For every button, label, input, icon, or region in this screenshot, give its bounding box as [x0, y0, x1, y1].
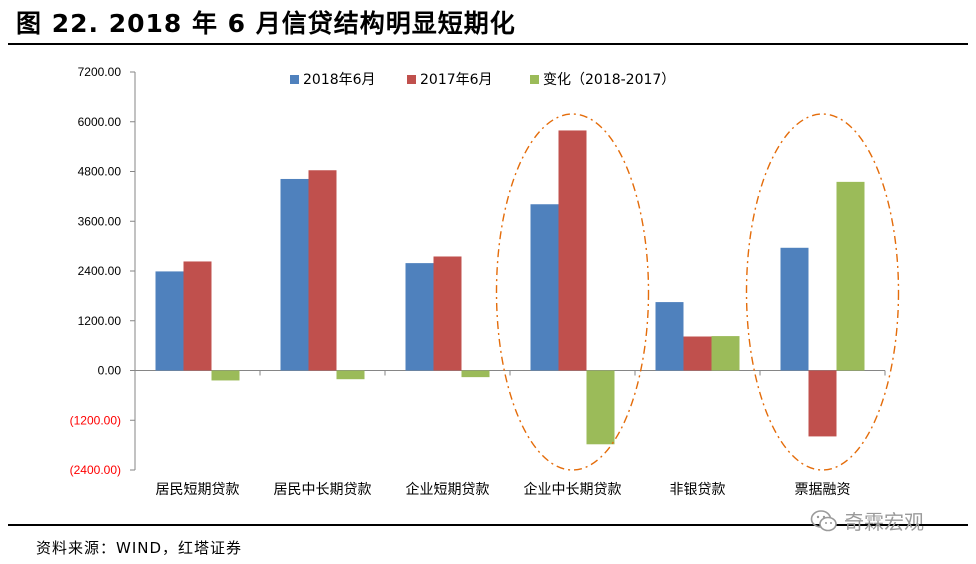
- watermark: 奇霖宏观: [810, 506, 924, 535]
- category-label: 企业短期贷款: [406, 481, 490, 498]
- highlight-layer: [495, 113, 900, 471]
- category-label: 居民短期贷款: [156, 482, 240, 498]
- category-label: 票据融资: [795, 482, 851, 498]
- bar-2017: [808, 370, 837, 437]
- y-tick-label: 3600.00: [78, 214, 122, 228]
- legend: 2018年6月 2017年6月 变化（2018-2017）: [290, 72, 675, 88]
- highlight-ellipse: [745, 113, 900, 471]
- axis-layer: (2400.00) (1200.00) 0.00 1200.00 2400.00 3600…: [70, 65, 886, 498]
- wechat-icon: [810, 509, 837, 531]
- bar-2018: [655, 302, 684, 371]
- category-label: 企业中长期贷款: [524, 481, 622, 498]
- y-tick-label: 1200.00: [78, 314, 122, 328]
- bars-layer: [155, 130, 865, 445]
- legend-swatch: [530, 75, 539, 84]
- bar-2017: [683, 336, 712, 371]
- legend-swatch: [407, 75, 416, 84]
- category-label: 居民中长期贷款: [274, 482, 372, 498]
- watermark-text: 奇霖宏观: [844, 510, 924, 534]
- bar-2017: [308, 170, 337, 371]
- bar-change: [836, 181, 865, 371]
- bar-2018: [280, 178, 309, 371]
- bar-change: [586, 370, 615, 445]
- bar-2018: [155, 271, 184, 371]
- bar-2018: [405, 263, 434, 371]
- bar-chart: (2400.00) (1200.00) 0.00 1200.00 2400.00 3600…: [70, 65, 900, 498]
- highlight-ellipse: [495, 113, 650, 471]
- y-tick-label: (2400.00): [70, 463, 121, 477]
- legend-label: 变化（2018-2017）: [543, 72, 675, 88]
- bar-2018: [780, 247, 809, 371]
- y-tick-label: (1200.00): [70, 413, 121, 427]
- y-tick-label: 0.00: [98, 364, 122, 378]
- source-rule: [8, 524, 968, 526]
- bar-change: [711, 336, 740, 371]
- y-tick-label: 2400.00: [78, 264, 122, 278]
- bar-2018: [530, 204, 559, 371]
- bar-change: [336, 370, 365, 380]
- source-note: 资料来源：WIND，红塔证券: [36, 539, 243, 557]
- category-label: 非银贷款: [670, 482, 726, 498]
- legend-label: 2018年6月: [303, 72, 376, 88]
- y-tick-label: 6000.00: [78, 115, 122, 129]
- title-rule: [8, 43, 968, 45]
- legend-label: 2017年6月: [420, 72, 493, 88]
- bar-2017: [433, 256, 462, 371]
- bar-2017: [183, 261, 212, 371]
- figure-title: 图 22. 2018 年 6 月信贷结构明显短期化: [16, 9, 516, 38]
- y-tick-label: 7200.00: [78, 65, 122, 79]
- legend-swatch: [290, 75, 299, 84]
- bar-change: [461, 370, 490, 378]
- y-tick-label: 4800.00: [78, 165, 122, 179]
- bar-change: [211, 370, 240, 381]
- bar-2017: [558, 130, 587, 371]
